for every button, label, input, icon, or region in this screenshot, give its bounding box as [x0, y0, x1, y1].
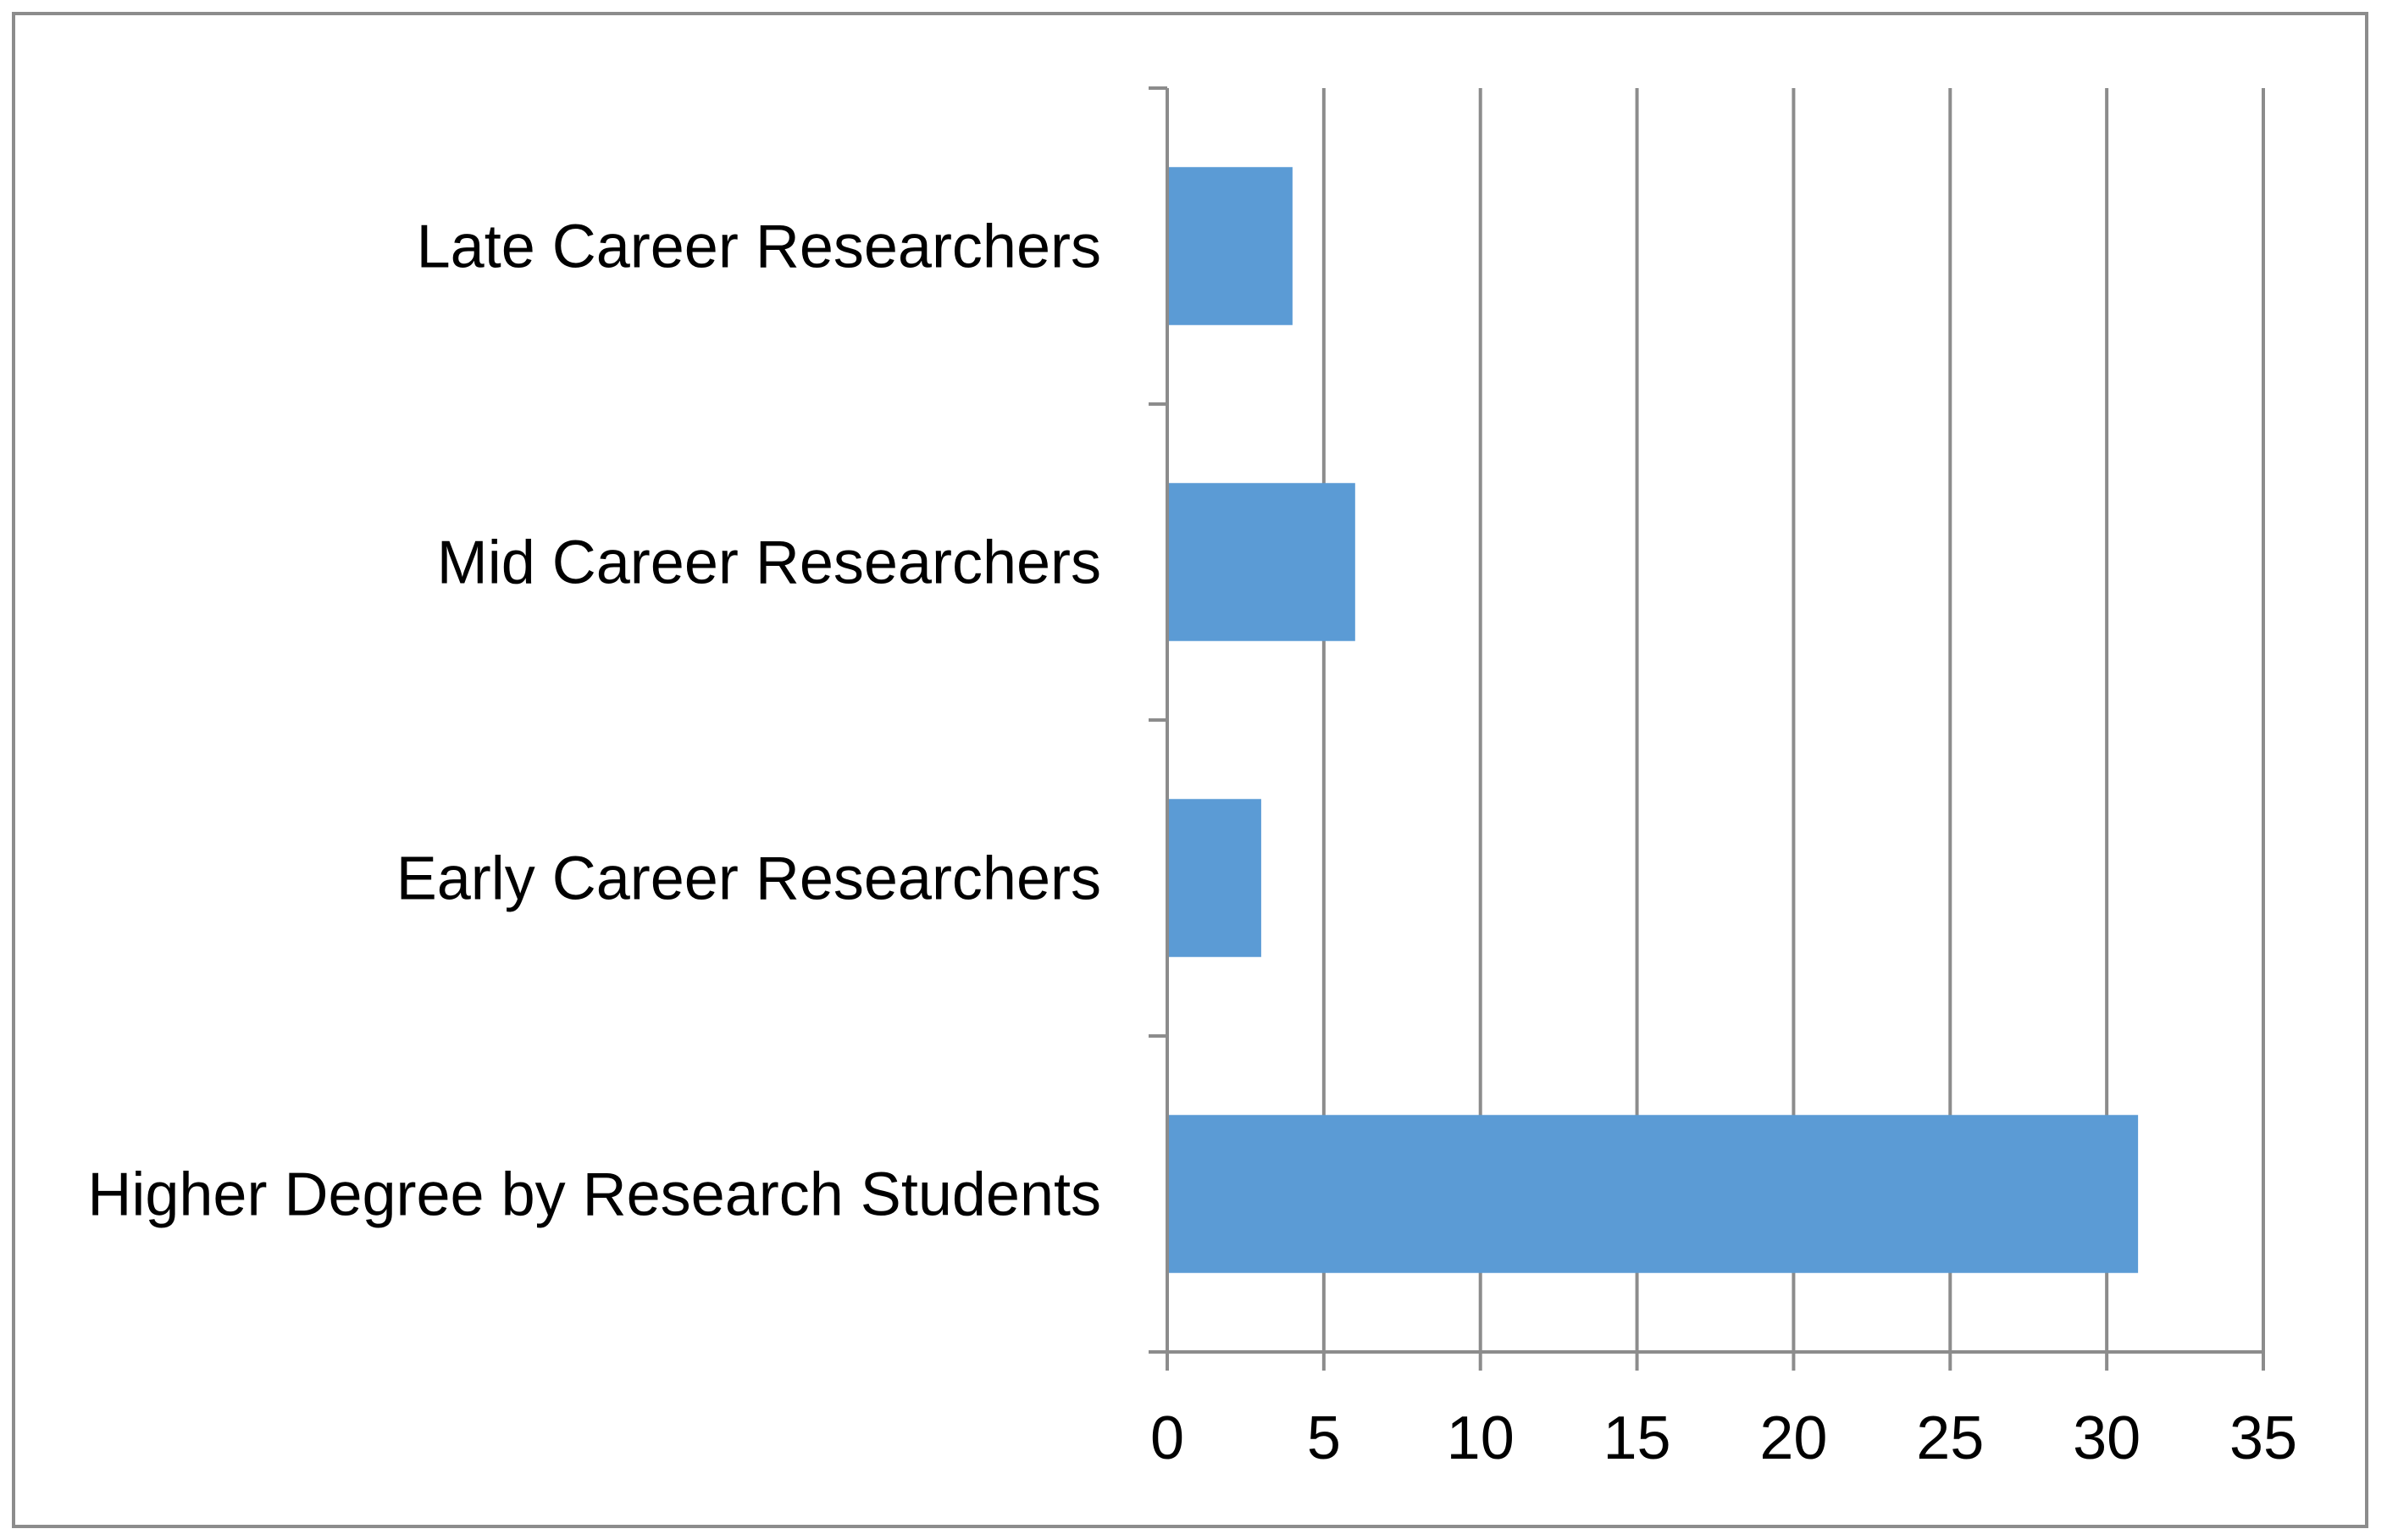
chart-frame: 0 5 10 15 20 25 30 35 Higher Degree by Research … — [12, 12, 2368, 1528]
x-tick-label-15: 15 — [1603, 1404, 1671, 1472]
x-tick-label-25: 25 — [1916, 1404, 1984, 1472]
x-tick-label-30: 30 — [2073, 1404, 2141, 1472]
bars — [1167, 167, 2139, 1273]
x-tick-label-10: 10 — [1447, 1404, 1515, 1472]
bar-1 — [1167, 799, 1261, 957]
x-tick-label-20: 20 — [1759, 1404, 1827, 1472]
x-tick-label-5: 5 — [1307, 1404, 1341, 1472]
bar-0 — [1167, 1115, 2139, 1273]
bar-chart: 0 5 10 15 20 25 30 35 Higher Degree by Research … — [87, 86, 2297, 1472]
axes — [1149, 86, 2265, 1371]
y-category-label-1: Early Career Researchers — [396, 845, 1101, 913]
x-tick-label-0: 0 — [1150, 1404, 1184, 1472]
y-category-label-2: Mid Career Researchers — [437, 529, 1101, 597]
bar-3 — [1167, 167, 1293, 325]
labels: 0 5 10 15 20 25 30 35 Higher Degree by Research … — [87, 213, 2297, 1472]
y-category-label-0: Higher Degree by Research Students — [87, 1161, 1101, 1229]
gridlines — [1321, 88, 2265, 1352]
x-tick-label-35: 35 — [2229, 1404, 2297, 1472]
bar-2 — [1167, 483, 1355, 641]
y-category-label-3: Late Career Researchers — [417, 213, 1101, 281]
